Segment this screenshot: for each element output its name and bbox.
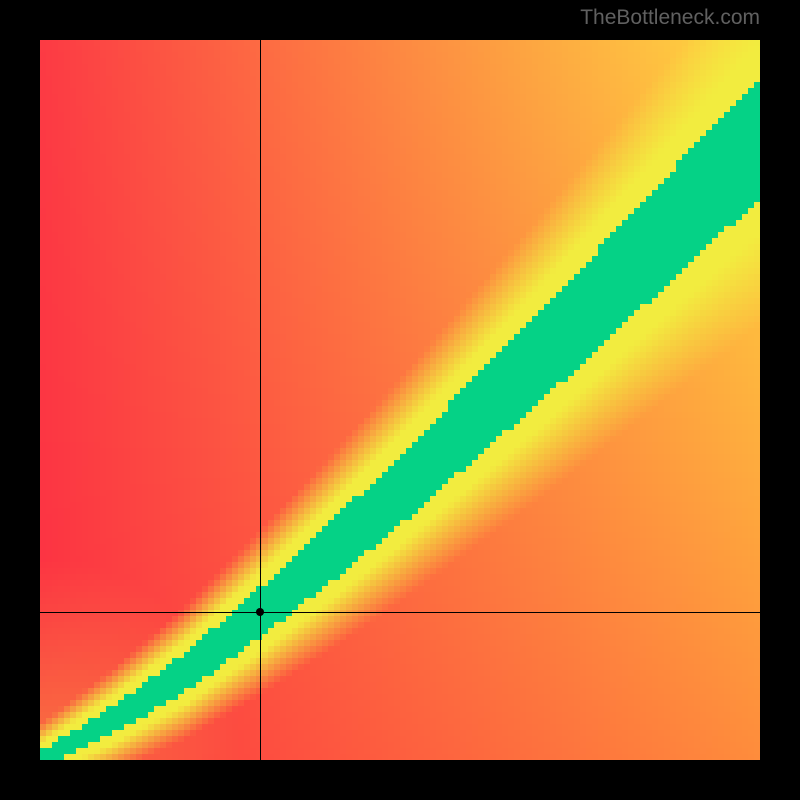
watermark-text: TheBottleneck.com: [580, 6, 760, 30]
crosshair-vertical: [260, 40, 261, 760]
heatmap-plot: [40, 40, 760, 760]
crosshair-dot: [256, 608, 264, 616]
heatmap-canvas: [40, 40, 760, 760]
crosshair-horizontal: [40, 612, 760, 613]
